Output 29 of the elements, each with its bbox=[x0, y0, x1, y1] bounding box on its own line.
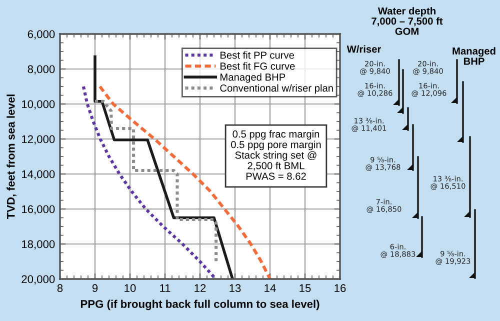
y-tick-label: 6,000 bbox=[28, 30, 55, 40]
y-tick-label: 14,000 bbox=[22, 170, 55, 180]
x-tick-label: 11 bbox=[160, 284, 170, 292]
x-tick-label: 8 bbox=[57, 284, 63, 292]
annotation: 0.5 ppg frac margin 0.5 ppg pore margin Stack string set @ 2,500 ft BML PWAS = 8.62 bbox=[231, 130, 321, 180]
text: W/riser bbox=[346, 45, 382, 53]
text: Managed BHP bbox=[452, 47, 496, 65]
y-tick-label: 20,000 bbox=[22, 275, 55, 284]
line-series bbox=[82, 84, 218, 279]
text: Water depth 7,000 – 7,500 ft GOM bbox=[372, 7, 443, 35]
line-series bbox=[93, 100, 218, 264]
legend-label: Managed BHP bbox=[220, 73, 286, 83]
x-tick-label: 12 bbox=[194, 284, 206, 292]
legend-label: Conventional w/riser plan bbox=[220, 84, 333, 94]
x-tick-label: 15 bbox=[300, 284, 311, 292]
y-tick-label: 12,000 bbox=[22, 135, 55, 144]
y-tick-label: 16,000 bbox=[22, 205, 55, 214]
legend-label: Best fit PP curve bbox=[220, 51, 294, 59]
x-tick-label: 9 bbox=[92, 284, 98, 292]
y-tick-label: 18,000 bbox=[22, 240, 55, 250]
x-tick-label: 10 bbox=[124, 284, 136, 292]
y-axis-title: TVD, feet from sea level bbox=[6, 94, 16, 220]
y-tick-label: 10,000 bbox=[22, 100, 55, 110]
legend-label: Best fit FG curve bbox=[220, 62, 295, 70]
x-tick-label: 14 bbox=[264, 284, 276, 292]
y-tick-label: 8,000 bbox=[28, 65, 55, 74]
x-tick-label: 13 bbox=[230, 284, 241, 292]
x-tick-label: 16 bbox=[334, 284, 346, 292]
x-axis-title: PPG (if brought back full column to sea level) bbox=[80, 300, 320, 310]
